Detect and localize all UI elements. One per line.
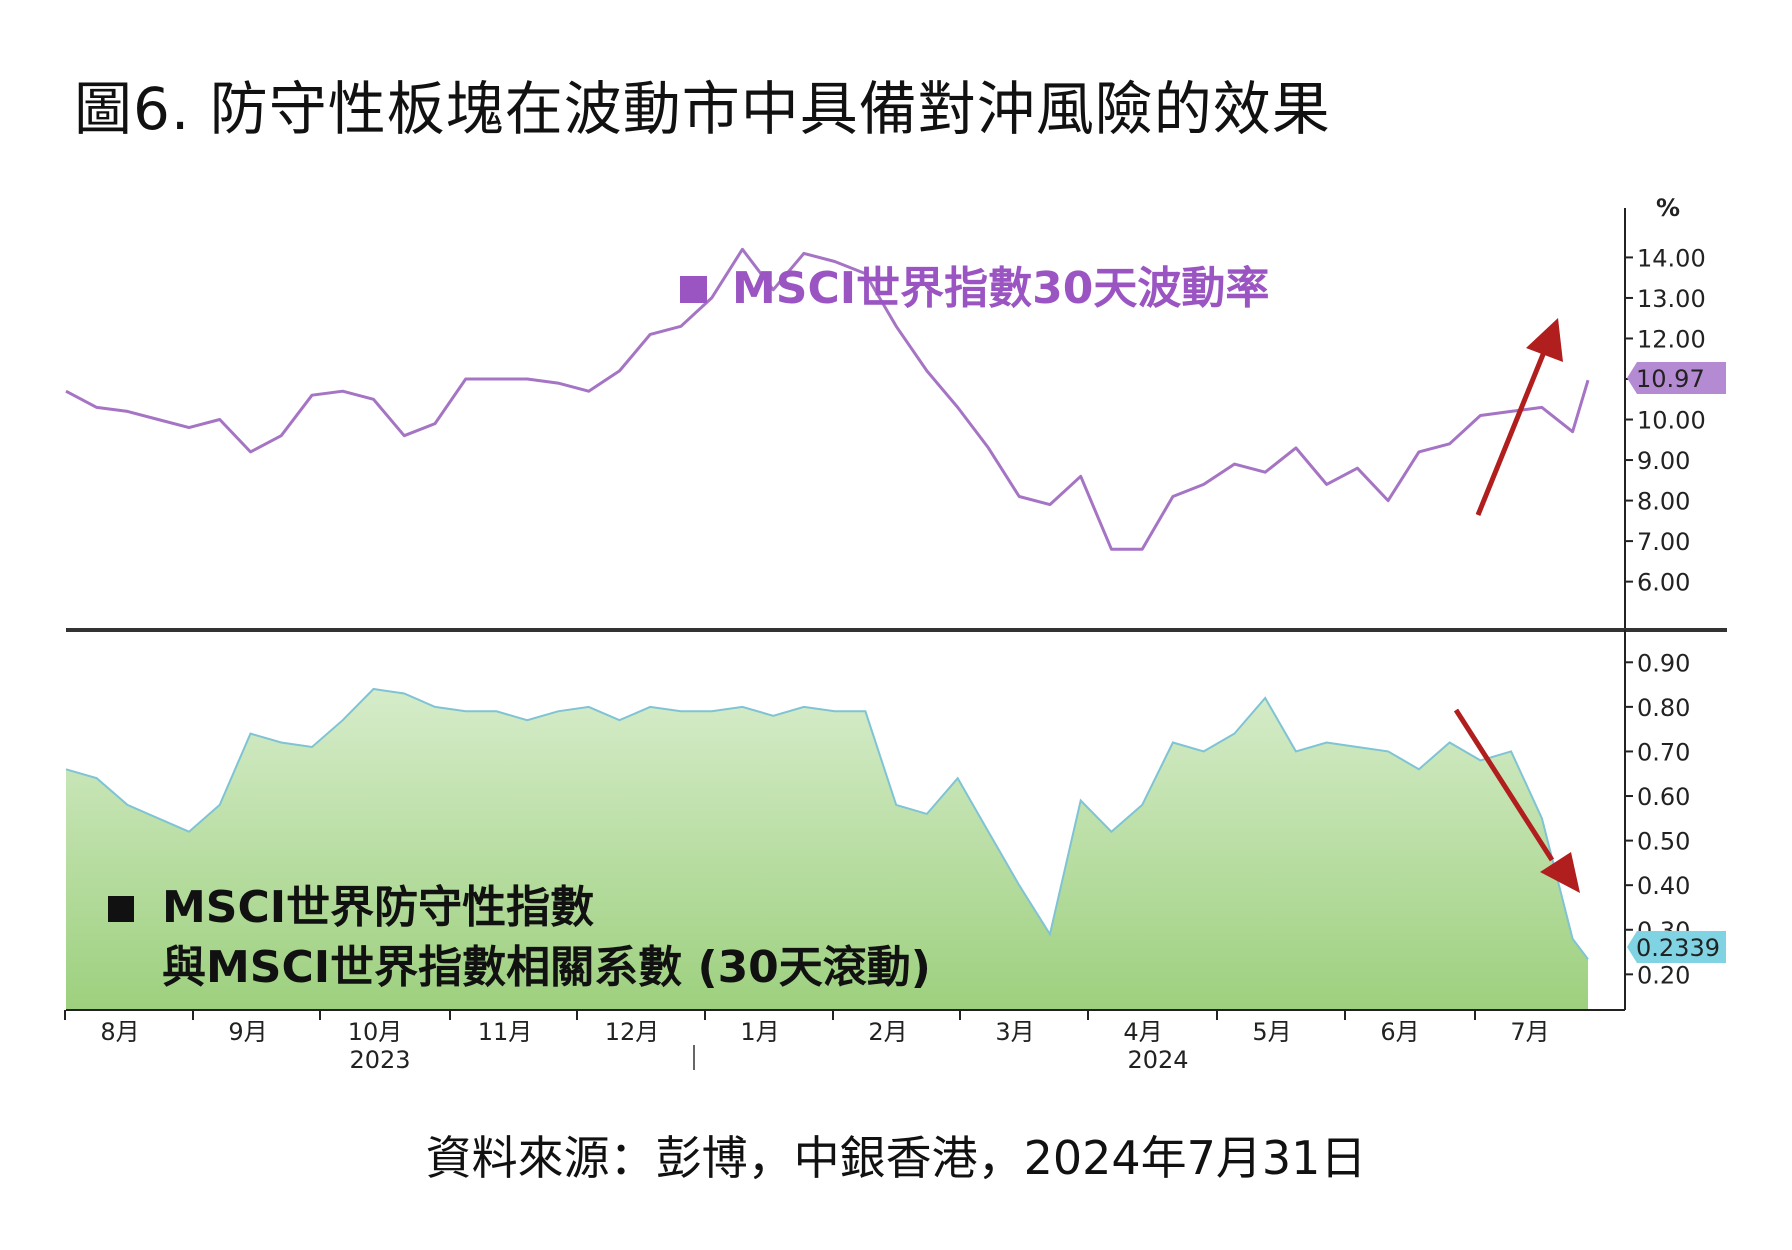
x-tick-label: 1月 [740,1018,779,1046]
correlation-series-line [65,687,1589,960]
volatility-y-axis: 14.0013.0012.0011.0010.009.008.007.006.0… [1624,208,1706,630]
volatility-up-arrow [1475,318,1563,516]
volatility-panel: 14.0013.0012.0011.0010.009.008.007.006.0… [65,194,1726,630]
correlation-series-area [66,689,1588,1010]
correlation-tag-shape [1627,931,1726,963]
x-axis-year-2024: 2024 [1127,1046,1188,1074]
correlation-latest-tag: 0.2339 [1627,931,1726,963]
volatility-y-tick-label: 7.00 [1637,528,1690,556]
correlation-y-tick-label: 0.70 [1637,738,1690,766]
x-tick-label: 10月 [348,1018,403,1046]
correlation-y-tick-label: 0.40 [1637,872,1690,900]
x-tick-label: 8月 [100,1018,139,1046]
x-tick-label: 12月 [605,1018,660,1046]
volatility-legend-swatch [680,276,707,303]
volatility-y-tick-label: 10.00 [1637,407,1706,435]
correlation-legend-line-2: 與MSCI世界指數相關系數 (30天滾動) [162,942,931,993]
x-tick-label: 9月 [228,1018,267,1046]
volatility-y-tick-label: 14.00 [1637,244,1706,272]
x-axis-year-2023: 2023 [349,1046,410,1074]
volatility-legend: MSCI世界指數30天波動率 [680,263,1269,314]
chart-title: 圖6. 防守性板塊在波動市中具備對沖風險的效果 [74,75,1331,143]
volatility-tag-shape [1627,362,1726,394]
x-tick-label: 5月 [1252,1018,1291,1046]
correlation-y-tick-label: 0.20 [1637,961,1690,989]
source-note: 資料來源：彭博，中銀香港，2024年7月31日 [425,1131,1367,1185]
volatility-y-tick-label: 6.00 [1637,569,1690,597]
correlation-y-tick-label: 0.80 [1637,694,1690,722]
correlation-legend: MSCI世界防守性指數 與MSCI世界指數相關系數 (30天滾動) [108,882,931,993]
correlation-legend-swatch [108,896,134,922]
x-tick-label: 4月 [1123,1018,1162,1046]
volatility-y-tick-label: 13.00 [1637,285,1706,313]
volatility-legend-text: MSCI世界指數30天波動率 [732,263,1269,314]
correlation-tag-text: 0.2339 [1636,934,1720,962]
x-tick-label: 7月 [1510,1018,1549,1046]
x-tick-label: 3月 [995,1018,1034,1046]
correlation-panel: 0.900.800.700.600.500.400.300.20 0.2339 … [65,630,1726,1010]
volatility-tag-text: 10.97 [1636,365,1705,393]
correlation-legend-line-1: MSCI世界防守性指數 [162,882,594,933]
volatility-series-line [65,247,1590,551]
x-tick-label: 6月 [1380,1018,1419,1046]
volatility-unit-label: % [1656,194,1680,222]
x-tick-label: 11月 [478,1018,533,1046]
volatility-latest-tag: 10.97 [1627,362,1726,394]
x-axis: 2023 2024 8月 9月 10月 11月 12月 1月 2月 3月 4月 5月 6月 7月 [64,1009,1625,1074]
correlation-y-tick-label: 0.90 [1637,649,1690,677]
volatility-y-tick-label: 8.00 [1637,488,1690,516]
correlation-y-tick-label: 0.50 [1637,828,1690,856]
volatility-y-tick-label: 9.00 [1637,447,1690,475]
correlation-down-arrow [1453,708,1580,893]
x-tick-label: 2月 [868,1018,907,1046]
volatility-y-tick-label: 12.00 [1637,325,1706,353]
correlation-y-tick-label: 0.60 [1637,783,1690,811]
